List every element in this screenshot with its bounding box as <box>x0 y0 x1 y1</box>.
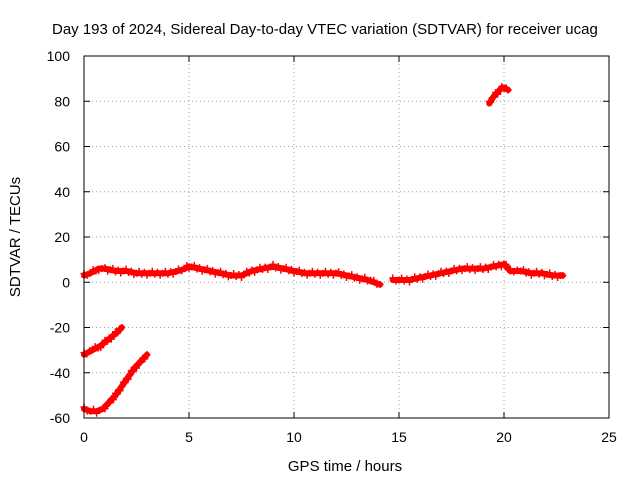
data-point <box>538 268 546 276</box>
data-point <box>502 260 510 268</box>
data-point <box>109 396 117 404</box>
data-point <box>559 271 567 279</box>
data-point <box>121 379 129 387</box>
x-tick-label: 15 <box>391 429 407 445</box>
data-point <box>99 340 107 348</box>
data-point <box>126 371 134 379</box>
data-point <box>282 263 290 271</box>
data-point <box>353 273 361 281</box>
data-point <box>519 266 527 274</box>
data-point <box>209 267 217 275</box>
data-point <box>490 93 497 101</box>
data-point <box>269 260 277 268</box>
y-tick-label: -20 <box>50 320 70 336</box>
data-point <box>141 355 149 363</box>
data-point <box>190 262 198 270</box>
data-point <box>487 98 495 106</box>
data-point <box>513 266 521 274</box>
data-point <box>88 346 96 354</box>
data-point <box>118 324 126 331</box>
data-series <box>80 83 567 417</box>
data-point <box>494 90 502 98</box>
data-point <box>93 409 101 417</box>
data-point <box>295 266 303 274</box>
y-tick-label: 80 <box>54 93 70 109</box>
data-point <box>107 335 115 343</box>
data-point <box>546 269 554 277</box>
data-point <box>376 281 384 289</box>
chart-title: Day 193 of 2024, Sidereal Day-to-day VTE… <box>52 21 598 38</box>
y-axis-label: SDTVAR / TECUs <box>7 177 24 297</box>
series-arc-minus-32 <box>80 324 126 358</box>
data-point <box>114 329 122 337</box>
data-point <box>488 94 496 102</box>
x-tick-label: 20 <box>496 429 512 445</box>
data-point <box>129 367 137 375</box>
data-point <box>217 267 224 275</box>
data-point <box>113 390 121 398</box>
data-point <box>97 344 105 352</box>
y-tick-label: -40 <box>50 365 70 381</box>
data-point <box>143 351 151 359</box>
x-tick-label: 0 <box>80 429 88 445</box>
series-track-2 <box>389 260 514 286</box>
x-tick-label: 10 <box>286 429 302 445</box>
data-point <box>105 399 113 407</box>
series-upper-arc <box>485 83 512 107</box>
data-point <box>122 265 130 273</box>
y-tick-label: 0 <box>62 274 70 290</box>
series-track-3 <box>506 265 567 281</box>
x-axis-label: GPS time / hours <box>288 458 402 475</box>
series-main-track <box>80 260 384 289</box>
x-tick-label: 25 <box>601 429 617 445</box>
data-point <box>335 268 343 276</box>
data-point <box>222 269 230 277</box>
x-tick-label: 5 <box>185 429 193 445</box>
data-point <box>274 263 282 271</box>
data-point <box>118 382 126 390</box>
y-tick-label: 100 <box>47 48 71 64</box>
data-point <box>133 364 140 372</box>
data-point <box>370 276 378 284</box>
y-tick-label: 60 <box>54 139 70 155</box>
y-tick-label: 40 <box>54 184 70 200</box>
series-arc-minus-57 <box>80 351 151 417</box>
y-tick-label: -60 <box>50 410 70 426</box>
data-point <box>127 267 135 275</box>
data-point <box>203 264 211 272</box>
data-point <box>137 358 145 366</box>
data-point <box>525 268 533 276</box>
data-point <box>340 270 348 278</box>
data-point <box>392 277 400 285</box>
y-tick-label: 20 <box>54 229 70 245</box>
data-point <box>504 86 512 94</box>
data-point <box>124 375 132 383</box>
data-point <box>98 265 106 273</box>
data-point <box>348 271 356 279</box>
data-point <box>109 331 117 339</box>
data-point <box>196 264 203 272</box>
data-point <box>101 405 109 413</box>
data-point <box>364 277 371 285</box>
data-point <box>116 387 124 395</box>
data-point <box>361 273 369 281</box>
grid-lines <box>84 56 609 418</box>
data-point <box>103 338 111 346</box>
data-point <box>89 405 97 413</box>
data-point <box>86 269 94 277</box>
plot-frame <box>83 55 610 419</box>
data-point <box>109 264 117 272</box>
data-point <box>287 265 295 273</box>
axis-ticks: 0 5 10 15 20 25 -60 -40 -20 0 20 40 60 80 100 <box>47 48 617 445</box>
data-point <box>101 264 109 272</box>
